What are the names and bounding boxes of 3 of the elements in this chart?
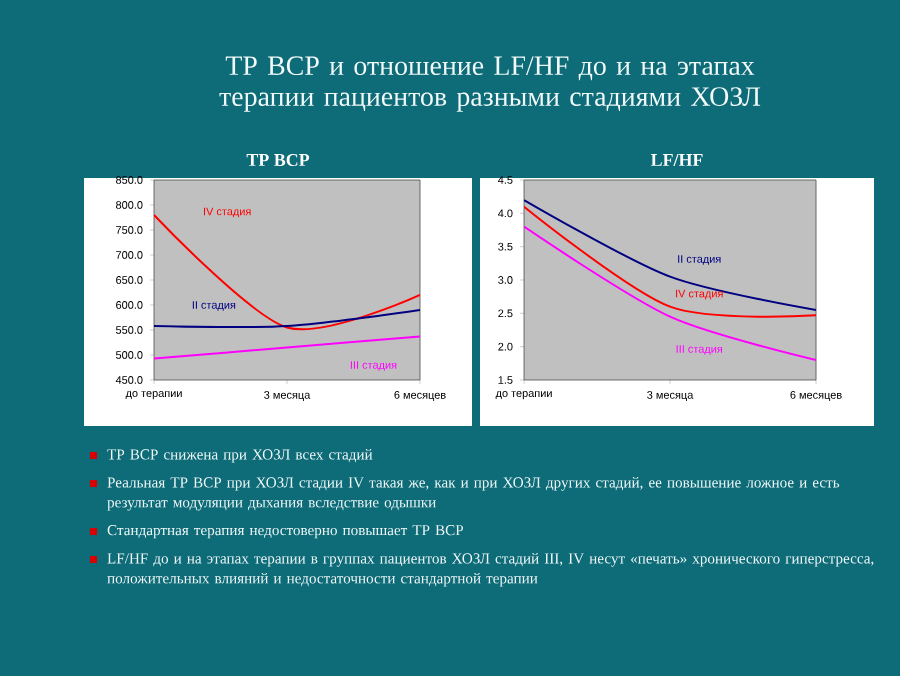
chart-title: ТР ВСР: [246, 153, 310, 167]
chart-title: LF/HF: [650, 154, 703, 167]
text: ТР ВСР и отношение LF/HF до и на этапах терапии пациентов разными стадиями ХОЗЛ: [219, 56, 761, 112]
